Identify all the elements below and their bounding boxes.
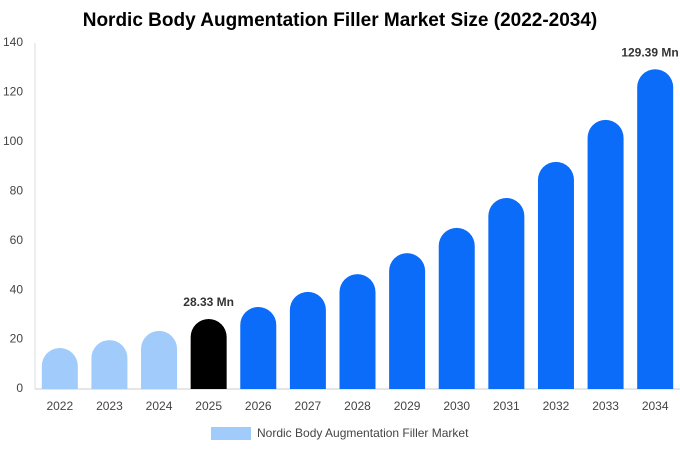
legend-swatch bbox=[211, 427, 251, 440]
data-label: 129.39 Mn bbox=[621, 45, 678, 59]
x-tick-label: 2022 bbox=[46, 399, 73, 413]
y-tick-label: 80 bbox=[10, 183, 24, 197]
bar bbox=[339, 274, 376, 389]
data-label: 28.33 Mn bbox=[183, 295, 234, 309]
x-tick-label: 2029 bbox=[394, 399, 421, 413]
bar bbox=[389, 253, 426, 389]
x-tick-label: 2032 bbox=[543, 399, 570, 413]
bar bbox=[91, 340, 128, 389]
bar bbox=[240, 306, 277, 389]
x-tick-label: 2034 bbox=[642, 399, 669, 413]
x-tick-label: 2023 bbox=[96, 399, 123, 413]
y-tick-label: 20 bbox=[10, 332, 24, 346]
bar bbox=[587, 119, 624, 389]
legend-label: Nordic Body Augmentation Filler Market bbox=[257, 426, 469, 440]
x-tick-label: 2027 bbox=[295, 399, 322, 413]
bar bbox=[41, 347, 78, 389]
x-tick-label: 2031 bbox=[493, 399, 520, 413]
bar bbox=[289, 291, 326, 389]
y-tick-label: 40 bbox=[10, 282, 24, 296]
bar bbox=[141, 330, 178, 389]
x-tick-label: 2024 bbox=[146, 399, 173, 413]
x-tick-label: 2033 bbox=[592, 399, 619, 413]
x-tick-label: 2030 bbox=[443, 399, 470, 413]
y-tick-label: 60 bbox=[10, 233, 24, 247]
bar bbox=[190, 318, 227, 389]
bar bbox=[637, 69, 674, 389]
bar bbox=[488, 197, 525, 389]
y-tick-label: 0 bbox=[16, 381, 23, 395]
bar bbox=[537, 161, 574, 389]
y-tick-label: 140 bbox=[3, 35, 23, 49]
chart-title: Nordic Body Augmentation Filler Market S… bbox=[83, 10, 598, 31]
y-tick-label: 100 bbox=[3, 134, 23, 148]
x-tick-label: 2025 bbox=[195, 399, 222, 413]
x-tick-label: 2028 bbox=[344, 399, 371, 413]
x-tick-label: 2026 bbox=[245, 399, 272, 413]
bar bbox=[438, 227, 475, 389]
y-tick-label: 120 bbox=[3, 85, 23, 99]
